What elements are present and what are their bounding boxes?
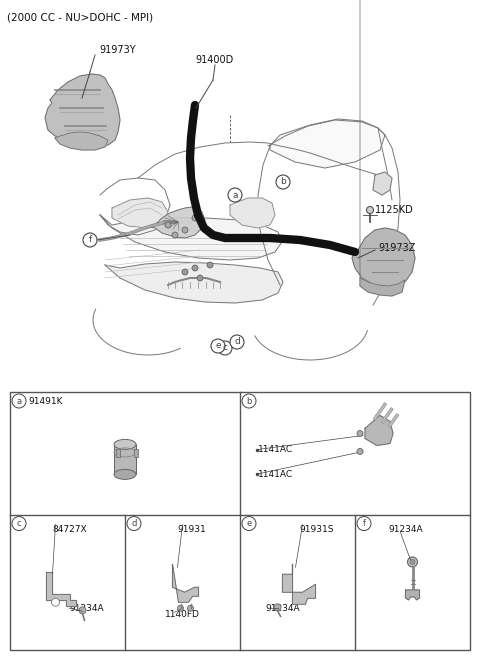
- Polygon shape: [172, 564, 199, 602]
- Text: 1141AC: 1141AC: [258, 470, 293, 479]
- Polygon shape: [360, 278, 405, 296]
- Circle shape: [192, 265, 198, 271]
- Text: 91234A: 91234A: [70, 604, 104, 613]
- Text: a: a: [232, 190, 238, 199]
- Circle shape: [276, 175, 290, 189]
- Circle shape: [182, 269, 188, 275]
- Bar: [116, 449, 120, 457]
- Circle shape: [242, 516, 256, 531]
- Polygon shape: [112, 198, 168, 228]
- Text: e: e: [215, 342, 221, 350]
- Circle shape: [51, 598, 60, 606]
- Ellipse shape: [114, 440, 136, 449]
- Text: 91491K: 91491K: [28, 396, 62, 405]
- Circle shape: [165, 222, 171, 228]
- Circle shape: [242, 394, 256, 408]
- Circle shape: [367, 207, 373, 213]
- Text: a: a: [16, 396, 22, 405]
- Circle shape: [83, 233, 97, 247]
- Circle shape: [207, 262, 213, 268]
- Polygon shape: [55, 132, 108, 150]
- Polygon shape: [352, 228, 415, 290]
- Circle shape: [172, 232, 178, 238]
- Text: 91931: 91931: [178, 525, 206, 533]
- Circle shape: [357, 430, 363, 436]
- Polygon shape: [406, 590, 420, 600]
- Polygon shape: [100, 215, 282, 260]
- Polygon shape: [283, 564, 315, 604]
- Polygon shape: [105, 262, 283, 303]
- Circle shape: [188, 605, 193, 611]
- Text: 1125KD: 1125KD: [375, 205, 414, 215]
- Text: 91973Z: 91973Z: [378, 243, 415, 253]
- Text: 84727X: 84727X: [52, 525, 87, 533]
- Ellipse shape: [114, 470, 136, 480]
- Circle shape: [218, 341, 232, 355]
- Circle shape: [182, 227, 188, 233]
- Text: c: c: [17, 519, 21, 528]
- Text: f: f: [88, 236, 92, 245]
- Polygon shape: [230, 198, 275, 228]
- Circle shape: [127, 516, 141, 531]
- Text: 1140FD: 1140FD: [165, 610, 199, 619]
- Polygon shape: [270, 119, 385, 168]
- Circle shape: [12, 394, 26, 408]
- Text: (2000 CC - NU>DOHC - MPI): (2000 CC - NU>DOHC - MPI): [7, 12, 153, 22]
- Polygon shape: [373, 172, 392, 195]
- Circle shape: [211, 339, 225, 353]
- Circle shape: [12, 516, 26, 531]
- Text: 91234A: 91234A: [265, 604, 300, 613]
- Circle shape: [197, 275, 203, 281]
- Circle shape: [79, 607, 86, 614]
- Polygon shape: [45, 74, 120, 147]
- Circle shape: [192, 215, 198, 221]
- Text: 91931S: 91931S: [300, 525, 334, 533]
- Circle shape: [230, 335, 244, 349]
- Text: d: d: [234, 337, 240, 346]
- Circle shape: [274, 604, 281, 611]
- Polygon shape: [150, 207, 205, 238]
- Circle shape: [228, 188, 242, 202]
- Circle shape: [357, 449, 363, 455]
- Text: 91234A: 91234A: [388, 525, 423, 533]
- Bar: [114, 444, 136, 474]
- Bar: [134, 449, 138, 457]
- Text: f: f: [362, 519, 365, 528]
- Text: 1141AC: 1141AC: [258, 445, 293, 454]
- Polygon shape: [365, 415, 393, 445]
- Circle shape: [178, 605, 183, 611]
- Text: 91400D: 91400D: [196, 55, 234, 65]
- Text: d: d: [132, 519, 137, 528]
- Polygon shape: [46, 572, 75, 606]
- Text: e: e: [246, 519, 252, 528]
- Text: b: b: [280, 178, 286, 186]
- Circle shape: [410, 560, 415, 564]
- Circle shape: [357, 516, 371, 531]
- Text: 91973Y: 91973Y: [100, 45, 136, 55]
- Circle shape: [408, 557, 418, 567]
- Bar: [10, 392, 470, 650]
- Text: c: c: [223, 344, 228, 352]
- Text: b: b: [246, 396, 252, 405]
